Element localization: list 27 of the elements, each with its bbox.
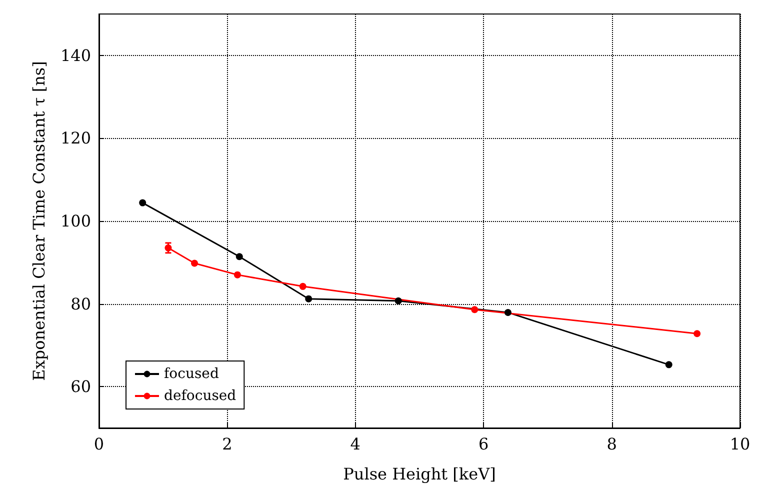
y-tick-label: 100 <box>60 212 91 230</box>
point <box>394 297 402 304</box>
point <box>305 295 312 302</box>
x-tick-label: 4 <box>350 434 360 454</box>
point <box>299 282 306 290</box>
legend-label: focused <box>164 366 219 382</box>
x-tick-label: 6 <box>478 434 489 454</box>
point <box>164 244 172 252</box>
point <box>234 271 241 278</box>
point <box>694 330 701 338</box>
point <box>471 306 478 314</box>
y-axis-title: Exponential Clear Time Constant τ [ns] <box>30 61 48 381</box>
point <box>191 260 198 267</box>
y-tick-label: 120 <box>60 128 91 148</box>
point <box>236 253 243 260</box>
x-tick-label: 2 <box>222 434 232 454</box>
x-tick-label: 8 <box>606 434 617 454</box>
x-tick-label: 0 <box>94 434 104 454</box>
point <box>139 199 146 206</box>
y-tick-label: 140 <box>60 46 91 65</box>
point <box>504 308 512 316</box>
x-axis-title: Pulse Height [keV] <box>343 464 496 484</box>
x-tick-label: 10 <box>730 434 750 454</box>
y-tick-label: 60 <box>70 377 91 396</box>
legend-label: defocused <box>164 388 236 404</box>
y-tick-label: 80 <box>70 294 91 314</box>
point <box>665 361 672 368</box>
